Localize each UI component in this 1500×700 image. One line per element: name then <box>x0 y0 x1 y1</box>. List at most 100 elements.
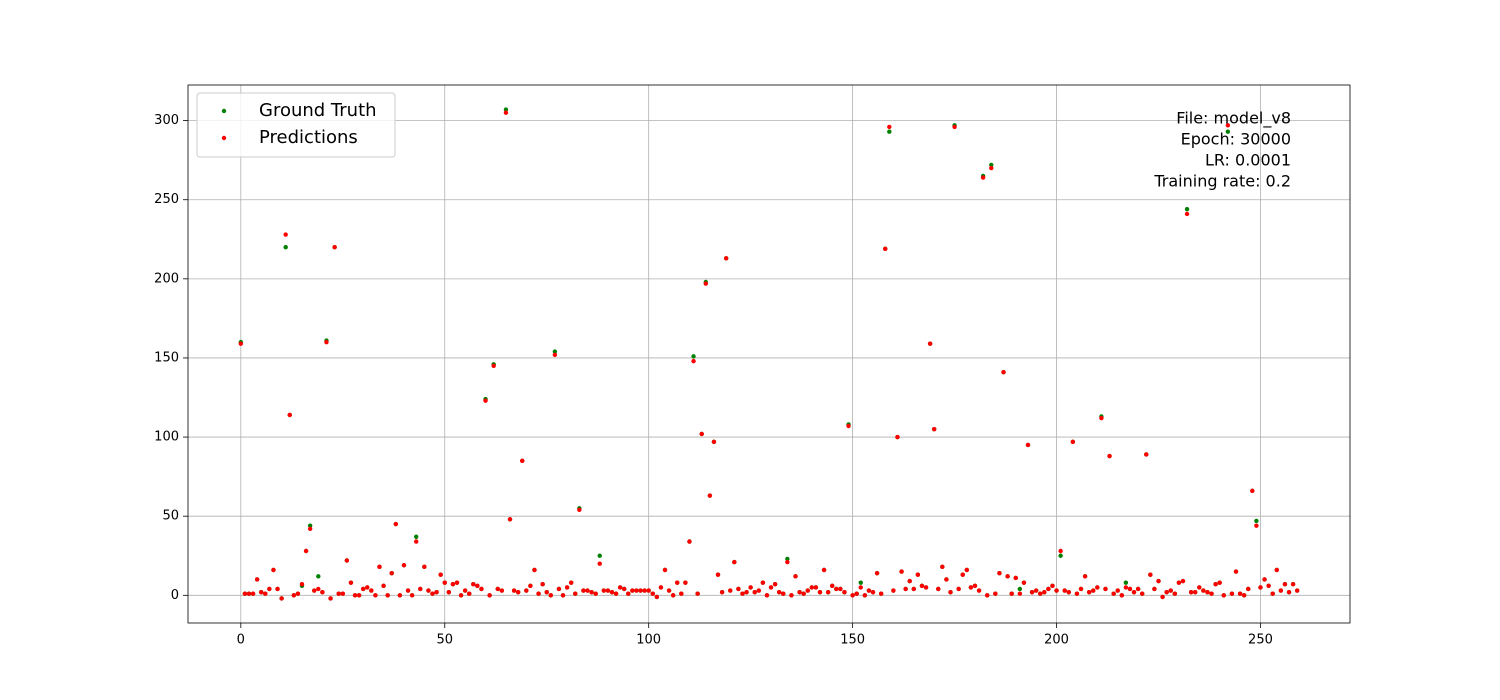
point <box>1005 574 1010 579</box>
point <box>1082 574 1088 579</box>
point <box>307 523 313 528</box>
point <box>858 585 863 590</box>
point <box>825 589 831 595</box>
point <box>1246 586 1251 592</box>
point <box>377 564 382 570</box>
point <box>613 591 619 596</box>
point <box>275 586 280 592</box>
point <box>393 521 399 527</box>
point <box>964 567 970 573</box>
point <box>944 577 949 582</box>
point <box>834 586 839 592</box>
point <box>630 588 635 593</box>
point <box>1213 582 1218 587</box>
point <box>785 556 790 562</box>
point <box>854 591 859 596</box>
point <box>336 591 341 596</box>
point <box>993 591 998 596</box>
x-tick-label: 100 <box>636 633 661 648</box>
point <box>540 582 545 587</box>
point <box>956 586 961 592</box>
point <box>707 493 713 498</box>
point <box>654 594 660 600</box>
point <box>1290 582 1296 587</box>
point <box>581 588 586 593</box>
point <box>1054 588 1059 593</box>
point <box>495 586 500 592</box>
point <box>1184 211 1190 217</box>
point <box>666 588 672 593</box>
point <box>1033 588 1039 593</box>
point <box>1180 578 1186 584</box>
point <box>1074 591 1080 596</box>
point <box>801 591 806 596</box>
point <box>471 582 476 587</box>
point <box>1193 589 1198 595</box>
point <box>597 553 602 558</box>
point <box>1278 588 1284 593</box>
point <box>646 588 651 593</box>
point <box>793 574 798 579</box>
point <box>919 583 925 589</box>
point <box>560 593 566 598</box>
point <box>1172 591 1178 596</box>
point <box>638 588 643 593</box>
point <box>764 593 770 598</box>
point <box>1254 518 1259 524</box>
point <box>589 589 594 595</box>
point <box>1131 589 1137 595</box>
point <box>291 593 297 598</box>
point <box>1070 439 1076 445</box>
point <box>662 567 668 573</box>
point <box>728 588 733 593</box>
point <box>960 572 965 577</box>
x-tick-label: 200 <box>1044 633 1069 648</box>
point <box>642 588 647 593</box>
point <box>1221 593 1226 598</box>
legend-label: Predictions <box>259 127 358 148</box>
point <box>1103 586 1108 592</box>
point <box>1050 583 1055 589</box>
point <box>972 583 978 589</box>
point <box>1111 591 1116 596</box>
point <box>911 586 916 592</box>
point <box>866 588 872 593</box>
point <box>467 591 472 596</box>
point <box>405 588 411 593</box>
point <box>760 580 766 585</box>
point <box>328 596 333 601</box>
point <box>544 589 549 595</box>
point <box>1156 578 1161 584</box>
point <box>479 586 484 592</box>
point <box>312 588 317 593</box>
point <box>1042 589 1047 595</box>
y-tick-label: 200 <box>154 271 179 286</box>
point <box>622 586 627 592</box>
point <box>1152 586 1157 592</box>
y-tick-label: 250 <box>154 192 179 207</box>
point <box>846 423 851 429</box>
point <box>899 569 904 574</box>
point <box>997 570 1002 576</box>
point <box>1148 572 1153 577</box>
point <box>446 589 452 595</box>
point <box>679 591 684 596</box>
point <box>923 585 929 590</box>
point <box>263 591 268 596</box>
point <box>830 583 835 589</box>
point <box>246 591 252 596</box>
point <box>324 339 329 345</box>
point <box>1021 580 1027 585</box>
point <box>903 586 908 592</box>
point <box>267 586 272 592</box>
point <box>254 577 260 582</box>
legend-marker <box>221 108 227 114</box>
point <box>1062 588 1067 593</box>
point <box>536 591 541 596</box>
point <box>524 588 529 593</box>
point <box>430 591 435 596</box>
point <box>1241 593 1247 598</box>
point <box>238 341 244 346</box>
point <box>1001 369 1006 375</box>
